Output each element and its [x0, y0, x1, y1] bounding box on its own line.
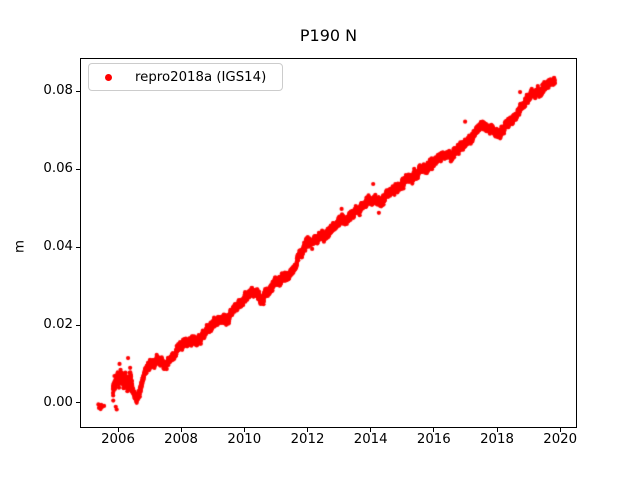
x-tick-mark [180, 428, 182, 432]
legend: repro2018a (IGS14) [88, 63, 283, 91]
x-tick-label: 2020 [543, 432, 578, 447]
x-tick-mark [559, 428, 561, 432]
y-tick-mark [76, 90, 80, 92]
x-tick-mark [433, 428, 435, 432]
x-tick-label: 2010 [227, 432, 262, 447]
x-tick-label: 2014 [353, 432, 388, 447]
legend-marker-dot-icon [105, 73, 112, 81]
x-tick-mark [117, 428, 119, 432]
x-tick-mark [370, 428, 372, 432]
y-tick-mark [76, 402, 80, 404]
x-tick-label: 2006 [101, 432, 135, 447]
y-tick-mark [76, 246, 80, 248]
x-tick-label: 2018 [480, 432, 514, 447]
chart-title: P190 N [299, 26, 358, 45]
y-tick-mark [76, 324, 80, 326]
x-tick-label: 2016 [416, 432, 451, 447]
y-tick-label: 0.06 [43, 161, 73, 177]
x-tick-mark [307, 428, 308, 432]
y-tick-label: 0.02 [43, 317, 73, 332]
legend-series-label: repro2018a (IGS14) [135, 69, 267, 85]
x-tick-label: 2012 [290, 432, 325, 447]
x-tick-mark [243, 428, 245, 432]
plot-area: repro2018a (IGS14) [80, 58, 577, 428]
y-tick-label: 0.04 [43, 239, 73, 255]
y-tick-label: 0.00 [43, 394, 73, 410]
x-tick-label: 2008 [164, 432, 199, 447]
scatter-canvas [81, 59, 576, 427]
y-tick-label: 0.08 [43, 83, 73, 99]
x-tick-mark [496, 428, 498, 432]
y-tick-mark [76, 168, 80, 170]
